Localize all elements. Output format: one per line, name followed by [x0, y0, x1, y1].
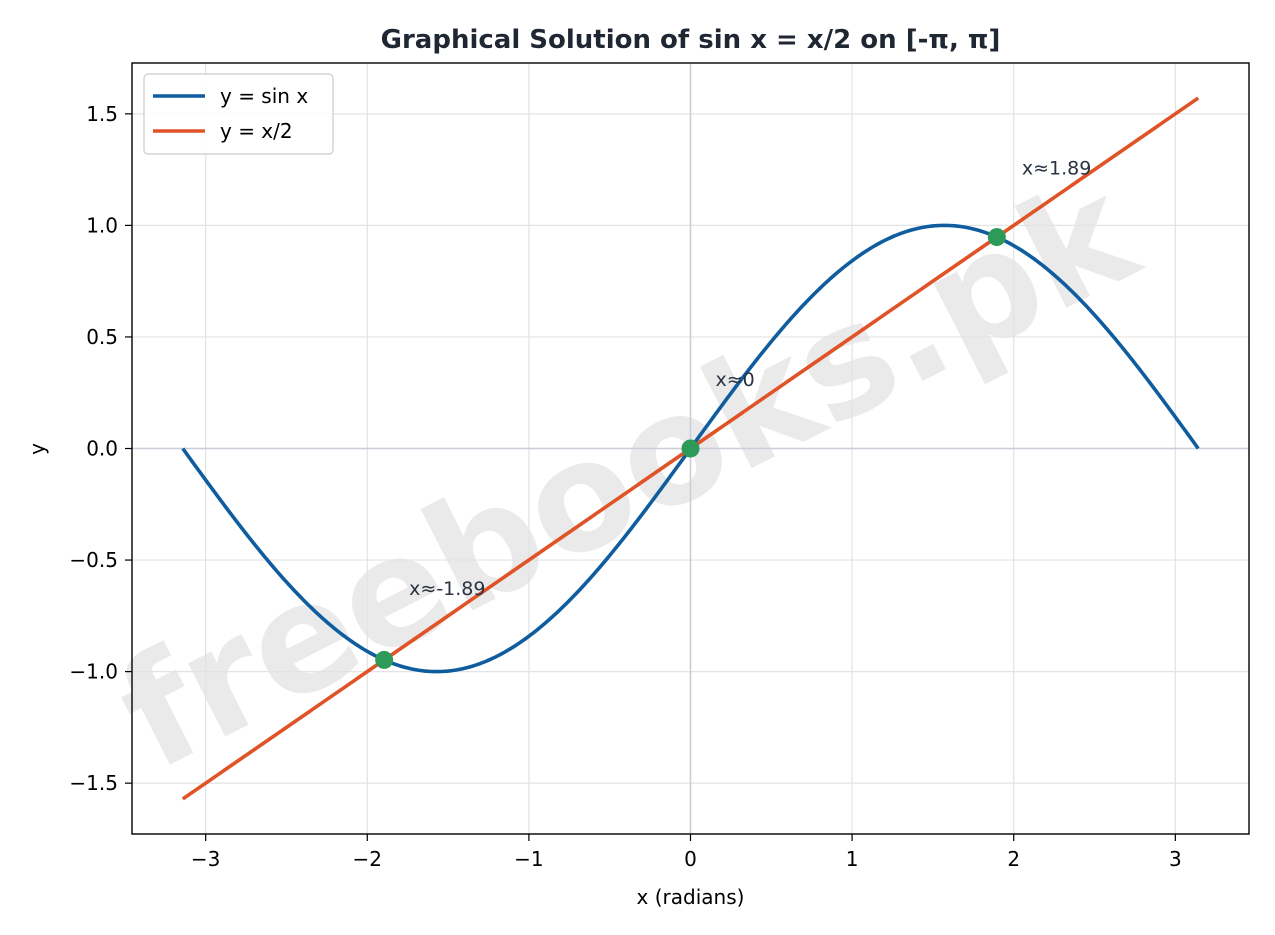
y-tick-label: 1.0: [86, 213, 118, 237]
axis-ticks: −3 −2 −1 0 1 2 3 −1.5 −1.0 −0.5 0.0 0.5 1.0 1.5: [69, 102, 1181, 871]
x-axis-label: x (radians): [637, 885, 745, 909]
legend-label-1: y = x/2: [220, 119, 293, 143]
y-tick-label: 0.0: [86, 437, 118, 461]
x-tick-label: 3: [1169, 847, 1182, 871]
legend-label-0: y = sin x: [220, 84, 308, 108]
y-axis-label: y: [25, 443, 49, 455]
intersection-point: [375, 650, 394, 669]
y-tick-label: 0.5: [86, 325, 118, 349]
intersection-point: [681, 439, 700, 458]
intersection-label: x≈-1.89: [409, 578, 485, 600]
intersection-label: x≈0: [716, 369, 755, 391]
x-tick-label: −3: [191, 847, 220, 871]
legend-box: [143, 73, 334, 155]
intersection-point: [987, 228, 1006, 247]
x-tick-label: 0: [684, 847, 697, 871]
x-tick-label: 2: [1007, 847, 1020, 871]
x-tick-label: −1: [514, 847, 543, 871]
y-tick-label: −1.0: [69, 660, 118, 684]
legend: y = sin x y = x/2: [143, 73, 334, 155]
y-tick-label: −1.5: [69, 771, 118, 795]
intersection-label: x≈1.89: [1022, 158, 1091, 180]
y-tick-label: −0.5: [69, 548, 118, 572]
y-tick-label: 1.5: [86, 102, 118, 126]
x-tick-label: −2: [353, 847, 382, 871]
x-tick-label: 1: [846, 847, 859, 871]
plot-area: x≈-1.89 x≈0 x≈1.89: [181, 96, 1200, 801]
chart-title: Graphical Solution of sin x = x/2 on [-π…: [381, 25, 1001, 55]
